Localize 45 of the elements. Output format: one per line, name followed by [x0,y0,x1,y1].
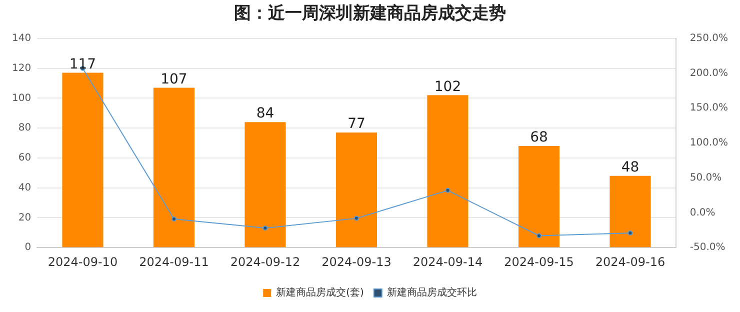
y2-tick-label: -50.0% [690,242,726,254]
y2-tick-label: 100.0% [690,138,728,149]
data-label: 102 [434,78,462,95]
point [628,230,633,236]
y2-tick-label: 0.0% [690,207,716,218]
y2-tick-label: 150.0% [690,102,728,114]
y-tick-label: 140 [12,32,32,44]
bar [336,132,378,248]
y-tick-label: 0 [24,242,32,254]
chart-title: 图：近一周深圳新建商品房成交走势 [234,4,506,24]
y-tick-label: 120 [12,62,32,74]
data-label: 107 [160,71,188,88]
x-tick-label: 2024-09-15 [504,254,574,269]
bar [427,95,468,248]
data-label: 77 [348,116,366,132]
point [171,216,176,222]
y2-tick-label: 200.0% [690,68,728,79]
y-tick-label: 60 [18,152,32,164]
legend-label: 新建商品房成交(套) [276,286,364,299]
y2-tick-label: 50.0% [690,172,722,184]
point [262,226,268,231]
point [536,233,542,238]
data-label: 117 [69,56,96,72]
bar [610,176,651,248]
point [354,216,359,221]
legend-label: 新建商品房成交环比 [386,286,477,299]
y-tick-label: 20 [18,212,32,224]
x-tick-label: 2024-09-16 [595,254,666,269]
bar [62,72,104,248]
data-label: 48 [621,160,640,176]
bar [153,88,194,248]
x-tick-label: 2024-09-11 [139,254,209,269]
y-tick-label: 100 [12,92,32,104]
data-label: 84 [256,106,274,122]
x-tick-label: 2024-09-13 [322,254,392,269]
bar [244,122,286,248]
x-tick-label: 2024-09-12 [230,254,300,269]
y-tick-label: 40 [18,182,32,194]
x-tick-label: 2024-09-10 [48,254,118,269]
y-tick-label: 80 [18,122,32,134]
bar [518,146,560,248]
data-label: 68 [530,130,548,146]
point [445,188,450,193]
x-tick-label: 2024-09-14 [412,254,483,269]
y2-tick-label: 250.0% [690,32,728,44]
